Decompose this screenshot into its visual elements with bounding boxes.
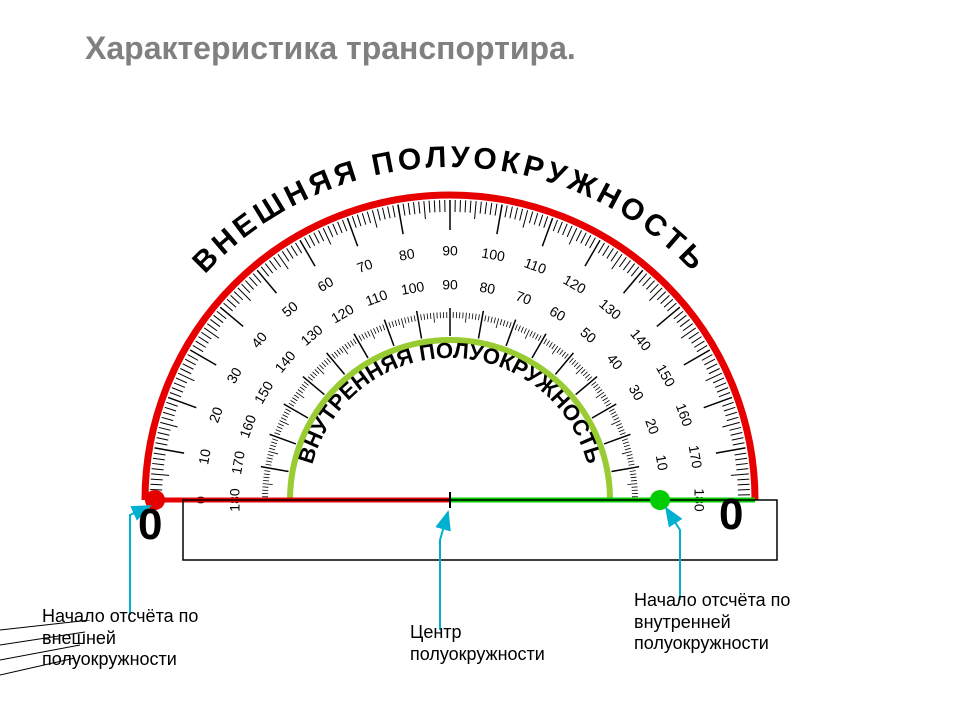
- svg-text:80: 80: [478, 279, 496, 297]
- page-title: Характеристика транспортира.: [85, 30, 576, 67]
- zero-label-right: 0: [719, 490, 743, 540]
- svg-text:150: 150: [251, 378, 277, 406]
- svg-text:30: 30: [626, 382, 648, 404]
- svg-text:40: 40: [604, 351, 626, 373]
- svg-text:110: 110: [522, 254, 549, 277]
- svg-text:10: 10: [653, 454, 671, 472]
- svg-text:130: 130: [596, 295, 624, 322]
- annotation-center: Центр полуокружности: [410, 622, 590, 665]
- svg-text:160: 160: [673, 401, 696, 429]
- svg-text:160: 160: [236, 412, 259, 440]
- svg-text:50: 50: [279, 298, 301, 320]
- svg-text:20: 20: [642, 416, 662, 436]
- svg-text:70: 70: [514, 288, 534, 308]
- svg-text:170: 170: [228, 450, 248, 476]
- svg-text:70: 70: [355, 255, 375, 275]
- svg-text:20: 20: [206, 404, 226, 424]
- zero-label-left: 0: [138, 500, 162, 550]
- svg-text:50: 50: [577, 324, 599, 346]
- decorative-lines: [0, 620, 100, 680]
- svg-text:120: 120: [328, 301, 356, 327]
- svg-text:100: 100: [400, 278, 426, 298]
- svg-text:30: 30: [223, 364, 245, 386]
- svg-text:ВНУТРЕННЯЯ ПОЛУОКРУЖНОСТЬ: ВНУТРЕННЯЯ ПОЛУОКРУЖНОСТЬ: [293, 338, 607, 467]
- svg-text:170: 170: [686, 444, 706, 470]
- svg-text:110: 110: [363, 286, 390, 309]
- svg-text:120: 120: [561, 271, 589, 297]
- annotation-inner-origin: Начало отсчёта по внутренней полуокружно…: [634, 590, 834, 655]
- protractor-diagram: 0180101702016030150401405013060120701108…: [100, 110, 860, 670]
- svg-text:40: 40: [248, 328, 270, 350]
- svg-text:100: 100: [480, 245, 506, 265]
- svg-text:80: 80: [398, 245, 416, 263]
- svg-text:150: 150: [653, 361, 679, 389]
- svg-text:60: 60: [315, 273, 337, 295]
- svg-text:90: 90: [442, 277, 458, 293]
- svg-text:140: 140: [627, 326, 654, 354]
- svg-text:140: 140: [271, 347, 298, 375]
- svg-text:60: 60: [547, 303, 569, 325]
- svg-text:10: 10: [195, 447, 213, 465]
- svg-text:90: 90: [442, 243, 458, 259]
- svg-text:130: 130: [298, 321, 326, 348]
